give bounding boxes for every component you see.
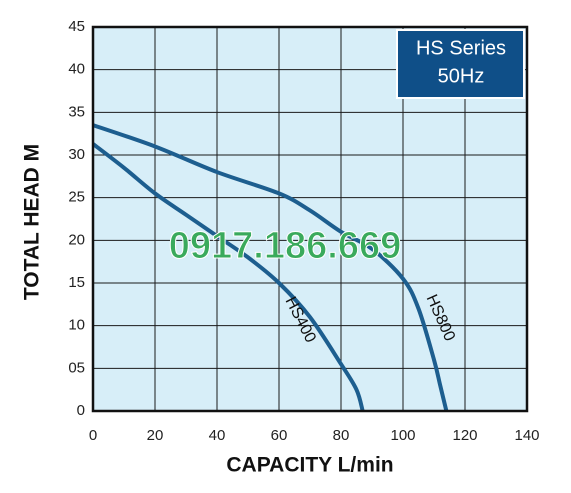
y-axis-label: TOTAL HEAD M — [21, 144, 44, 300]
x-tick-label: 60 — [271, 427, 288, 444]
plot-border — [91, 25, 529, 413]
x-tick-label: 100 — [390, 427, 415, 444]
badge-box — [396, 29, 525, 99]
x-tick-label: 40 — [209, 427, 226, 444]
y-tick-label: 45 — [68, 18, 85, 35]
curve — [92, 123, 449, 412]
badge-line: 50Hz — [438, 65, 485, 87]
badge-line: HS Series — [416, 37, 506, 59]
y-tick-label: 35 — [68, 103, 85, 120]
x-tick-label: 20 — [147, 427, 164, 444]
y-tick-label: 05 — [68, 359, 85, 376]
curves — [91, 123, 449, 412]
x-tick-label: 80 — [333, 427, 350, 444]
y-tick-label: 30 — [68, 146, 85, 163]
y-tick-label: 20 — [68, 231, 85, 248]
watermark: 0917.186.669 — [169, 225, 401, 267]
y-tick-label: 40 — [68, 61, 85, 78]
x-tick-label: 120 — [452, 427, 477, 444]
y-tick-label: 0 — [77, 402, 85, 419]
x-tick-label: 140 — [514, 427, 539, 444]
x-axis-label: CAPACITY L/min — [226, 454, 393, 477]
y-tick-label: 25 — [68, 189, 85, 206]
x-tick-label: 0 — [89, 427, 97, 444]
y-tick-label: 10 — [68, 317, 85, 334]
y-tick-label: 15 — [68, 274, 85, 291]
curve — [91, 142, 365, 412]
